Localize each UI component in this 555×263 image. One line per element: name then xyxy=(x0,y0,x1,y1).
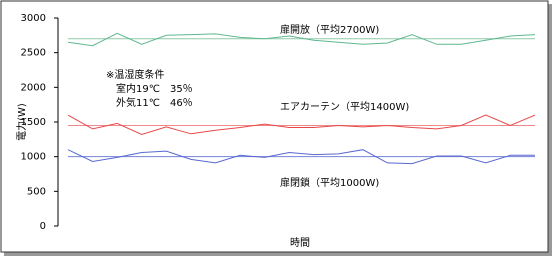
annotation: 室内19℃ 35％ xyxy=(116,82,193,95)
series-label: エアカーテン（平均1400W) xyxy=(280,101,409,113)
y-tick-label: 2500 xyxy=(21,48,46,59)
series-label: 扉閉鎖（平均1000W) xyxy=(280,176,379,189)
series-line xyxy=(67,149,535,165)
series-line xyxy=(67,32,536,47)
x-axis-label: 時間 xyxy=(290,237,310,249)
series-line xyxy=(67,114,536,136)
y-tick-label: 0 xyxy=(40,221,46,232)
series-label: 扉開放（平均2700W) xyxy=(280,23,379,36)
y-tick-label: 2000 xyxy=(21,82,46,93)
y-tick-label: 500 xyxy=(27,186,46,197)
annotation: ※温湿度条件 xyxy=(106,68,164,81)
y-axis-label: 電力(W) xyxy=(15,103,28,141)
y-tick-label: 1000 xyxy=(21,152,46,163)
y-tick-label: 3000 xyxy=(21,13,46,24)
y-tick-label: 1500 xyxy=(21,117,46,128)
annotation: 外気11℃ 46％ xyxy=(116,96,193,109)
